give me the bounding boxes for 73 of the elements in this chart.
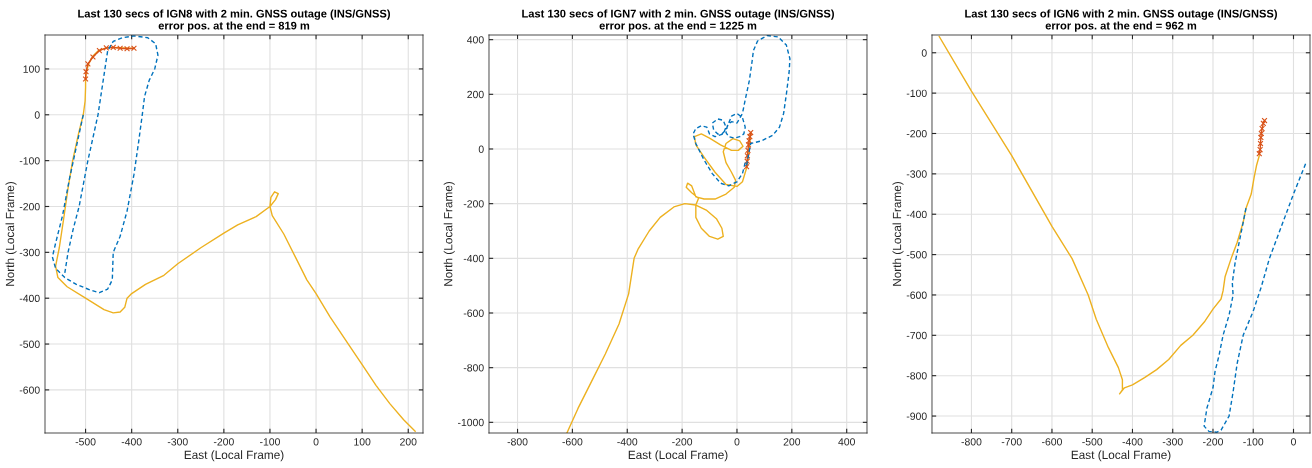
line-series xyxy=(51,35,159,294)
point xyxy=(82,76,89,83)
x-tick-label: -800 xyxy=(507,438,528,446)
chart-subtitle: error pos. at the end = 962 m xyxy=(1045,21,1197,32)
x-tick-label: 400 xyxy=(838,438,855,446)
y-tick-label: 0 xyxy=(34,111,40,119)
line-series xyxy=(938,35,1260,395)
y-tick-label: 0 xyxy=(921,49,927,57)
y-tick-label: -200 xyxy=(19,202,40,211)
y-tick-label: 400 xyxy=(467,36,484,44)
y-tick-label: -200 xyxy=(906,129,927,138)
x-tick-label: -400 xyxy=(121,438,142,446)
chart-title: Last 130 secs of IGN7 with 2 min. GNSS outage (INS/GNSS) xyxy=(522,9,834,20)
y-axis-title: North (Local Frame) xyxy=(892,181,904,286)
x-tick-label: -200 xyxy=(672,438,693,446)
chart-title: Last 130 secs of IGN8 with 2 min. GNSS outage (INS/GNSS) xyxy=(78,9,390,20)
x-tick-label: 0 xyxy=(734,438,740,446)
x-tick-label: -200 xyxy=(1203,438,1223,446)
point xyxy=(1259,125,1266,132)
x-tick-label: -400 xyxy=(1122,438,1143,446)
y-tick-label: -100 xyxy=(906,89,927,97)
x-tick-label: -600 xyxy=(1042,438,1062,446)
x-tick-label: 0 xyxy=(1291,438,1296,446)
x-tick-label: -500 xyxy=(75,438,96,446)
line-series xyxy=(54,46,416,432)
x-tick-label: -300 xyxy=(167,438,188,446)
y-tick-label: -1000 xyxy=(457,418,484,427)
x-tick-label: -100 xyxy=(1243,438,1264,446)
y-axis-title: North (Local Frame) xyxy=(5,181,17,286)
chart-subtitle: error pos. at the end = 1225 m xyxy=(599,21,757,32)
point xyxy=(1257,134,1264,141)
y-tick-label: -600 xyxy=(906,291,927,299)
y-tick-label: -500 xyxy=(906,251,927,259)
y-tick-label: 200 xyxy=(467,90,484,99)
x-axis-title: East (Local Frame) xyxy=(628,450,728,462)
x-axis-title: East (Local Frame) xyxy=(184,450,284,462)
x-tick-label: -400 xyxy=(617,438,638,446)
chart-subtitle: error pos. at the end = 819 m xyxy=(158,21,310,32)
x-tick-label: -500 xyxy=(1082,438,1103,446)
x-tick-label: 0 xyxy=(313,438,319,446)
y-tick-label: -300 xyxy=(906,170,927,178)
y-tick-label: -500 xyxy=(19,340,40,348)
y-tick-label: -900 xyxy=(906,412,927,420)
x-tick-label: -100 xyxy=(260,438,280,446)
point xyxy=(1258,130,1265,137)
chart-title: Last 130 secs of IGN6 with 2 min. GNSS outage (INS/GNSS) xyxy=(965,9,1277,20)
x-tick-label: 200 xyxy=(400,438,417,446)
y-tick-label: -400 xyxy=(19,294,40,303)
x-tick-label: -700 xyxy=(1001,438,1022,446)
y-tick-label: -600 xyxy=(463,309,484,317)
y-tick-label: -400 xyxy=(463,254,484,263)
x-tick-label: -600 xyxy=(562,438,583,446)
line-series xyxy=(1203,163,1307,433)
y-tick-label: -600 xyxy=(19,386,40,394)
y-tick-label: -800 xyxy=(906,372,927,380)
y-tick-label: -700 xyxy=(906,331,927,340)
y-tick-label: 0 xyxy=(478,145,484,153)
x-tick-label: -800 xyxy=(961,438,982,446)
y-tick-label: -300 xyxy=(19,248,40,257)
line-series xyxy=(566,131,752,433)
y-tick-label: 100 xyxy=(23,65,40,73)
x-tick-label: 200 xyxy=(783,438,801,446)
y-tick-label: -200 xyxy=(463,200,484,208)
x-axis-title: East (Local Frame) xyxy=(1071,450,1171,462)
line-series xyxy=(692,35,791,187)
y-tick-label: -800 xyxy=(463,364,484,372)
y-tick-label: -400 xyxy=(906,210,927,219)
x-tick-label: -200 xyxy=(213,438,234,446)
point xyxy=(83,68,90,75)
y-axis-title: North (Local Frame) xyxy=(443,181,455,286)
x-tick-label: 100 xyxy=(354,438,371,446)
x-tick-label: -300 xyxy=(1162,438,1183,446)
y-tick-label: -100 xyxy=(19,157,40,165)
